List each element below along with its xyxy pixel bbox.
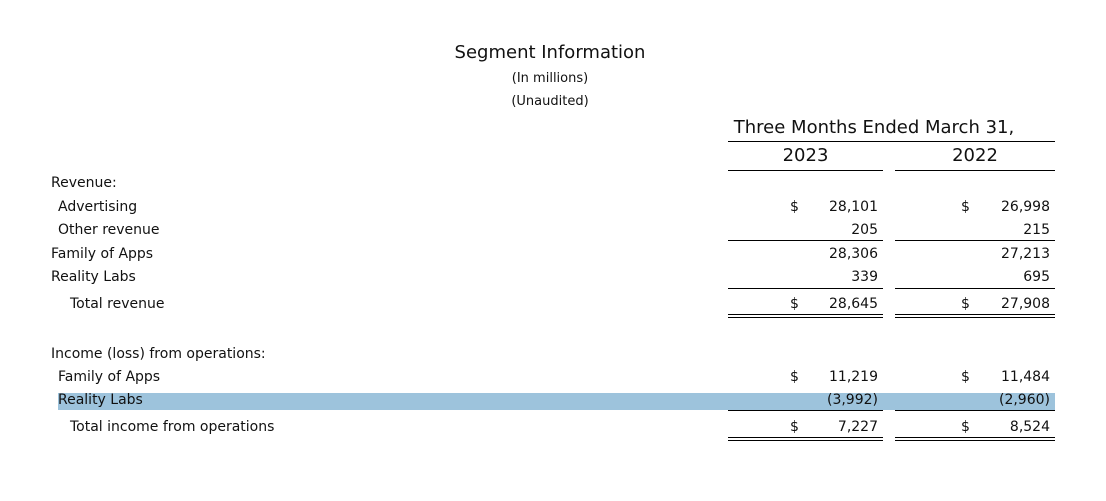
row-label: Family of Apps (58, 369, 161, 385)
row-label: Total revenue (70, 296, 165, 312)
cell-value: 28,306 (829, 246, 878, 262)
currency-sign: $ (961, 296, 970, 312)
cell-value: 8,524 (1009, 419, 1050, 435)
cell-value: 7,227 (837, 419, 878, 435)
cell-value: 205 (851, 222, 878, 238)
currency-sign: $ (961, 419, 970, 435)
rule (895, 317, 1055, 318)
currency-sign: $ (790, 419, 799, 435)
rule (895, 437, 1055, 438)
rule (728, 240, 883, 241)
rule (895, 314, 1055, 315)
rule (728, 141, 1055, 142)
rule (895, 440, 1055, 441)
period-header: Three Months Ended March 31, (733, 117, 1015, 138)
row-label: Revenue: (51, 175, 117, 191)
column-header: 2022 (952, 145, 998, 166)
currency-sign: $ (961, 369, 970, 385)
cell-value: 28,101 (829, 199, 878, 215)
row-label: Reality Labs (51, 269, 136, 285)
cell-value: 27,213 (1001, 246, 1050, 262)
currency-sign: $ (961, 199, 970, 215)
cell-value: (2,960) (998, 392, 1050, 408)
currency-sign: $ (790, 296, 799, 312)
status: (Unaudited) (511, 94, 589, 109)
cell-value: 27,908 (1001, 296, 1050, 312)
rule (728, 314, 883, 315)
rule (728, 317, 883, 318)
cell-value: 339 (851, 269, 878, 285)
rule (728, 410, 883, 411)
rule (728, 437, 883, 438)
currency-sign: $ (790, 369, 799, 385)
rule (895, 410, 1055, 411)
units: (In millions) (511, 71, 589, 86)
cell-value: 26,998 (1001, 199, 1050, 215)
cell-value: 28,645 (829, 296, 878, 312)
column-header: 2023 (782, 145, 829, 166)
row-label: Advertising (58, 199, 138, 215)
row-label: Income (loss) from operations: (51, 346, 266, 362)
row-label: Other revenue (58, 222, 160, 238)
row-highlight (58, 393, 1055, 410)
cell-value: 695 (1023, 269, 1050, 285)
rule (728, 288, 883, 289)
cell-value: 11,484 (1001, 369, 1050, 385)
rule (728, 170, 883, 171)
rule (895, 288, 1055, 289)
row-label: Reality Labs (58, 392, 143, 408)
rule (728, 440, 883, 441)
cell-value: 215 (1023, 222, 1050, 238)
rule (895, 170, 1055, 171)
row-label: Total income from operations (70, 419, 275, 435)
cell-value: (3,992) (826, 392, 878, 408)
title: Segment Information (454, 42, 646, 63)
cell-value: 11,219 (829, 369, 878, 385)
currency-sign: $ (790, 199, 799, 215)
rule (895, 240, 1055, 241)
row-label: Family of Apps (51, 246, 154, 262)
